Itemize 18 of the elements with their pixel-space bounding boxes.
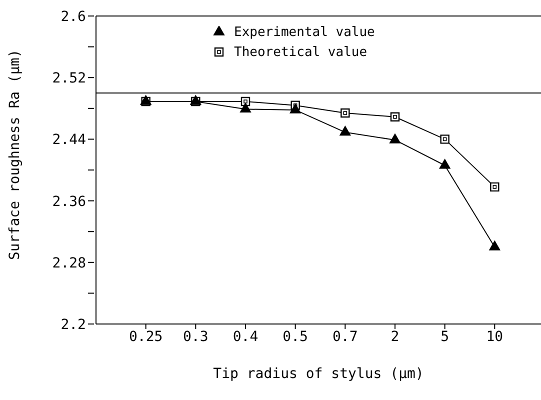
- x-tick-label: 0.7: [332, 328, 358, 345]
- x-tick-label: 10: [486, 328, 504, 345]
- x-axis-title: Tip radius of stylus (µm): [213, 366, 424, 382]
- y-axis-title: Surface roughness Ra (µm): [6, 49, 23, 260]
- y-tick-label: 2.36: [52, 194, 86, 210]
- y-tick-label: 2.6: [60, 9, 86, 25]
- legend-label: Theoretical value: [234, 44, 368, 60]
- x-tick-label: 0.3: [183, 328, 208, 345]
- y-tick-label: 2.44: [52, 132, 86, 148]
- x-tick-label: 0.5: [282, 328, 308, 345]
- x-tick-label: 0.25: [128, 328, 163, 345]
- x-tick-label: 2: [390, 328, 400, 345]
- x-tick-label: 5: [440, 328, 450, 345]
- y-tick-label: 2.2: [60, 317, 86, 333]
- y-tick-label: 2.52: [52, 70, 86, 87]
- x-tick-label: 0.4: [232, 328, 258, 345]
- legend-label: Experimental value: [234, 24, 375, 40]
- y-tick-label: 2.28: [52, 255, 86, 272]
